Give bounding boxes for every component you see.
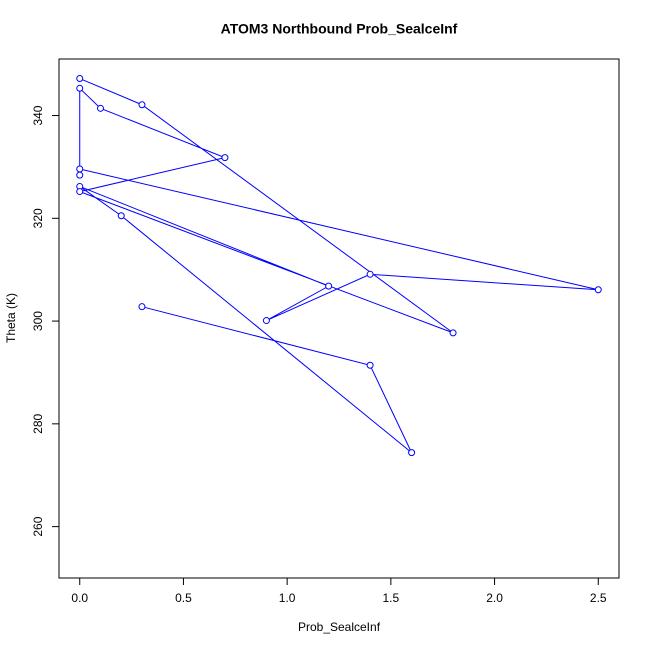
data-point <box>594 286 602 294</box>
data-point <box>76 84 84 92</box>
y-tick-label: 260 <box>31 516 45 536</box>
data-point <box>76 165 84 173</box>
data-point <box>76 75 84 83</box>
data-point <box>449 329 457 337</box>
plot-frame <box>58 58 620 579</box>
data-point <box>221 154 229 162</box>
x-tick-label: 0.0 <box>71 591 88 605</box>
chart-title: ATOM3 Northbound Prob_SealceInf <box>221 21 458 37</box>
x-tick-label: 2.5 <box>590 591 607 605</box>
data-point <box>325 282 333 290</box>
data-point <box>366 361 374 369</box>
y-axis-label: Theta (K) <box>4 293 18 343</box>
data-point <box>262 317 270 325</box>
y-tick-label: 280 <box>31 414 45 434</box>
data-point <box>96 104 104 112</box>
data-point <box>366 270 374 278</box>
x-axis-label: Prob_SealceInf <box>298 620 381 634</box>
x-tick-label: 0.5 <box>175 591 192 605</box>
y-tick-label: 300 <box>31 311 45 331</box>
data-point <box>138 101 146 109</box>
data-point <box>76 171 84 179</box>
y-tick-label: 340 <box>31 105 45 125</box>
y-tick-label: 320 <box>31 208 45 228</box>
data-point <box>138 303 146 311</box>
data-point <box>76 188 84 196</box>
x-tick-label: 1.5 <box>383 591 400 605</box>
data-point <box>408 449 416 457</box>
x-tick-label: 2.0 <box>486 591 503 605</box>
x-tick-label: 1.0 <box>279 591 296 605</box>
data-point <box>117 212 125 220</box>
data-line <box>78 78 599 454</box>
